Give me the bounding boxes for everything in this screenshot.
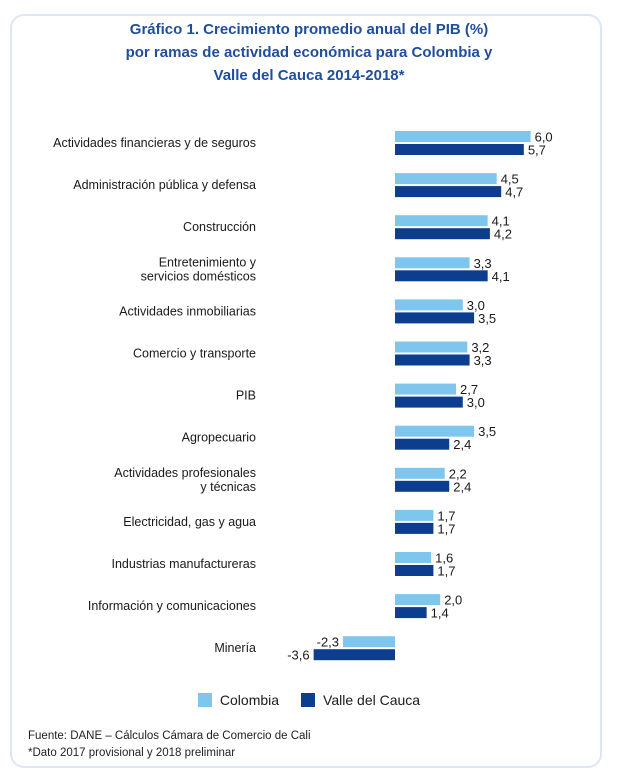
data-label: -2,3	[317, 635, 339, 650]
category-label-line: Administración pública y defensa	[73, 178, 256, 192]
category-label-line: servicios domésticos	[141, 269, 256, 283]
bar-valle	[395, 186, 502, 198]
bar-colombia	[395, 467, 445, 479]
category-label: Electricidad, gas y agua	[123, 515, 256, 529]
category-label-line: Entretenimiento y	[159, 255, 257, 269]
data-label: 2,4	[453, 479, 471, 494]
category-label-line: Electricidad, gas y agua	[123, 515, 256, 529]
bar-valle	[395, 354, 470, 366]
legend-swatch-colombia	[197, 693, 212, 707]
legend-swatch-valle	[301, 693, 316, 707]
bar-colombia	[395, 552, 432, 563]
category-label: Comercio y transporte	[133, 347, 256, 361]
data-label: 2,7	[460, 382, 478, 397]
bar-colombia	[395, 131, 531, 142]
data-label: 3,3	[474, 256, 492, 271]
title-line-3: Valle del Cauca 2014-2018*	[213, 67, 405, 84]
category-label: PIB	[236, 389, 256, 403]
category-label: Entretenimiento y servicios domésticos	[141, 255, 257, 283]
category-label-line: Minería	[214, 641, 256, 655]
data-label: 4,7	[505, 185, 523, 200]
category-label: Información y comunicaciones	[88, 599, 256, 613]
title-line-1: Gráfico 1. Crecimiento promedio anual de…	[129, 21, 489, 38]
legend-label-colombia: Colombia	[219, 692, 280, 708]
bar-chart: Actividades financieras y de seguros 6,05…	[53, 130, 553, 663]
bar-valle	[395, 565, 434, 576]
category-label: Actividades profesionales y técnicas	[114, 466, 256, 494]
bar-colombia	[395, 425, 475, 437]
data-label: 2,4	[453, 437, 471, 452]
bar-valle	[395, 480, 450, 492]
data-label: 2,0	[444, 593, 462, 608]
title-line-2: por ramas de actividad económica para Co…	[125, 44, 493, 61]
data-label: 3,5	[478, 311, 496, 326]
data-label: 2,2	[449, 466, 467, 481]
data-label: 4,1	[492, 269, 510, 284]
bar-valle	[395, 144, 524, 155]
data-label: 1,7	[437, 564, 455, 579]
category-label-line: Actividades financieras y de seguros	[53, 136, 256, 150]
category-label: Construcción	[183, 220, 256, 234]
bar-valle	[395, 312, 475, 324]
bar-colombia	[395, 383, 457, 395]
data-label: 1,4	[431, 606, 449, 621]
category-label-line: Industrias manufactureras	[111, 557, 256, 571]
category-label-line: Construcción	[183, 220, 256, 234]
data-label: 3,0	[467, 298, 485, 313]
bar-valle	[395, 522, 434, 534]
source-note: Fuente: DANE – Cálculos Cámara de Comerc…	[28, 730, 311, 742]
bar-colombia	[395, 215, 488, 227]
data-label: 1,7	[437, 521, 455, 536]
bar-colombia	[395, 509, 434, 521]
data-label: 1,6	[435, 551, 453, 566]
bar-valle	[395, 438, 450, 450]
legend-item-colombia: Colombia	[197, 692, 280, 708]
data-label: 4,5	[501, 172, 519, 187]
category-label-line: Agropecuario	[182, 431, 256, 445]
category-label-line: y técnicas	[200, 480, 256, 494]
category-label: Minería	[214, 641, 256, 655]
legend-label-valle: Valle del Cauca	[323, 692, 421, 708]
chart-title: Gráfico 1. Crecimiento promedio anual de…	[0, 18, 618, 87]
category-label: Actividades financieras y de seguros	[53, 136, 256, 150]
legend: Colombia Valle del Cauca	[0, 692, 618, 708]
category-label: Agropecuario	[182, 431, 256, 445]
data-label: 1,7	[437, 508, 455, 523]
bar-colombia	[343, 636, 395, 648]
category-label-line: Información y comunicaciones	[88, 599, 256, 613]
bar-valle	[395, 228, 490, 240]
category-label-line: Comercio y transporte	[133, 347, 256, 361]
category-label-line: Actividades inmobiliarias	[119, 304, 256, 318]
data-label: 3,3	[474, 353, 492, 368]
bar-valle	[313, 649, 395, 661]
bar-colombia	[395, 173, 497, 185]
legend-item-valle: Valle del Cauca	[301, 692, 420, 708]
footer: Fuente: DANE – Cálculos Cámara de Comerc…	[28, 728, 311, 762]
bar-valle	[395, 396, 463, 408]
bar-colombia	[395, 257, 470, 269]
bar-colombia	[395, 341, 468, 353]
bar-valle	[395, 607, 427, 619]
data-label: 5,7	[528, 143, 546, 158]
data-label: 4,2	[494, 227, 512, 242]
category-label: Industrias manufactureras	[111, 557, 256, 571]
bar-colombia	[395, 594, 441, 606]
category-label: Administración pública y defensa	[73, 178, 256, 192]
category-label: Actividades inmobiliarias	[119, 304, 256, 318]
data-label: 3,5	[478, 424, 496, 439]
bar-colombia	[395, 299, 463, 311]
data-label: -3,6	[287, 648, 309, 663]
category-label-line: PIB	[236, 389, 256, 403]
category-label-line: Actividades profesionales	[114, 466, 256, 480]
data-label: 6,0	[535, 130, 553, 145]
bar-valle	[395, 270, 488, 282]
data-label: 4,1	[492, 214, 510, 229]
data-note: *Dato 2017 provisional y 2018 preliminar	[28, 747, 236, 759]
data-label: 3,0	[467, 395, 485, 410]
data-label: 3,2	[471, 340, 489, 355]
